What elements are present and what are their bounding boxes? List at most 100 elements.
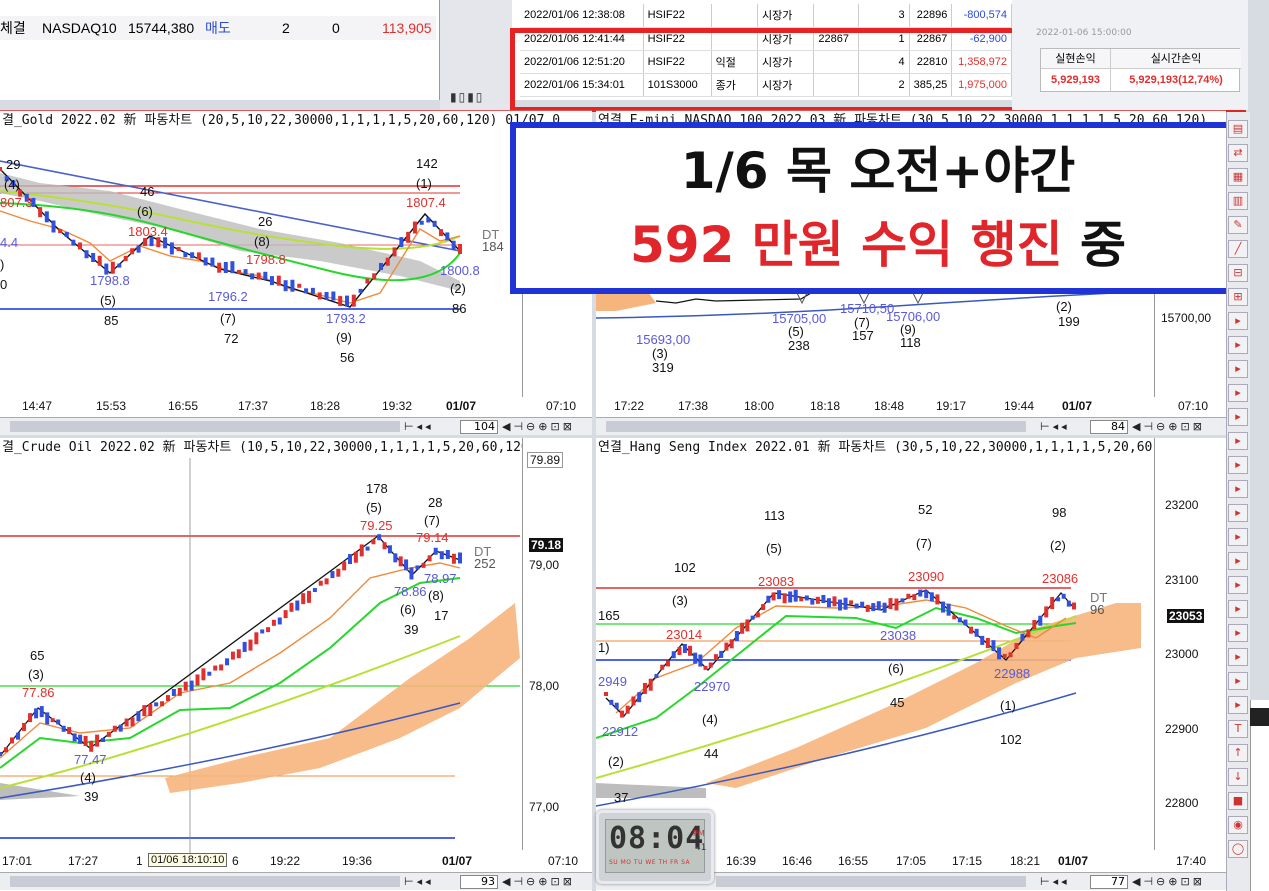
candle bbox=[882, 602, 887, 613]
candle bbox=[230, 651, 235, 660]
toolbar-tool-icon[interactable]: ▸ bbox=[1228, 384, 1248, 402]
candle bbox=[196, 252, 201, 260]
candle bbox=[195, 674, 200, 686]
crude-zoom-buttons[interactable]: ◀⊣⊖⊕⊡⊠ bbox=[502, 875, 575, 888]
gold-bar-count[interactable]: 104 bbox=[460, 420, 498, 434]
toolbar-tool-icon[interactable]: ◯ bbox=[1228, 840, 1248, 858]
toolbar-tool-icon[interactable]: ↑ bbox=[1228, 744, 1248, 762]
crude-x-tick: 07:10 bbox=[548, 854, 579, 868]
nasdaq-chart-svg[interactable] bbox=[596, 111, 1226, 435]
toolbar-tool-icon[interactable]: ⇄ bbox=[1228, 144, 1248, 162]
gold-scroll-track[interactable] bbox=[10, 421, 400, 432]
candle bbox=[631, 696, 636, 706]
realtime-value: 5,929,193(12,74%) bbox=[1129, 74, 1223, 86]
toolbar-tool-icon[interactable]: ▸ bbox=[1228, 432, 1248, 450]
toolbar-tool-icon[interactable]: ▸ bbox=[1228, 336, 1248, 354]
gold-chart-svg[interactable] bbox=[0, 111, 592, 435]
gold-lbl: (4) bbox=[4, 177, 20, 192]
gold-chart-panel[interactable]: 결_Gold 2022.02 新 파동차트 (20,5,10,22,30000,… bbox=[0, 110, 592, 435]
nasdaq-scroll-buttons[interactable]: ⊢◂◂ bbox=[1040, 420, 1070, 433]
candle bbox=[304, 288, 309, 294]
hang-scroll-buttons[interactable]: ⊢◂◂ bbox=[1040, 875, 1070, 888]
crude-scrollbar[interactable]: ⊢◂◂ 93 ◀⊣⊖⊕⊡⊠ bbox=[0, 872, 592, 890]
toolbar-tool-icon[interactable]: ▦ bbox=[1228, 168, 1248, 186]
gold-zoom-buttons[interactable]: ◀⊣⊖⊕⊡⊠ bbox=[502, 420, 575, 433]
nasdaq-scrollbar[interactable]: ⊢◂◂ 84 ◀⊣⊖⊕⊡⊠ bbox=[596, 417, 1226, 435]
toolbar-tool-icon[interactable]: ▸ bbox=[1228, 408, 1248, 426]
toolbar-tool-icon[interactable]: ✎ bbox=[1228, 216, 1248, 234]
gold-scrollbar[interactable]: ⊢◂◂ 104 ◀⊣⊖⊕⊡⊠ bbox=[0, 417, 592, 435]
gold-x-tick: 18:28 bbox=[310, 399, 341, 413]
hang-chart-svg[interactable] bbox=[596, 438, 1226, 891]
candle bbox=[56, 719, 61, 725]
candle bbox=[236, 649, 241, 659]
hang-scroll-track[interactable] bbox=[716, 876, 1026, 887]
candle bbox=[24, 193, 29, 202]
nasdaq-cloud bbox=[596, 289, 656, 311]
candle bbox=[277, 617, 282, 625]
toolbar-tool-icon[interactable]: ▸ bbox=[1228, 360, 1248, 378]
order-row[interactable]: 2022/01/06 12:41:44 HSIF22 시장가 22867 1 22867-… bbox=[520, 27, 1012, 51]
nasdaq-bar-count[interactable]: 84 bbox=[1090, 420, 1128, 434]
crude-x-tick: 1 bbox=[136, 854, 143, 868]
toolbar-tool-icon[interactable]: ↓ bbox=[1228, 768, 1248, 786]
toolbar-tool-icon[interactable]: ▸ bbox=[1228, 576, 1248, 594]
realized-value: 5,929,193 bbox=[1041, 69, 1111, 91]
gold-cloud bbox=[0, 173, 460, 291]
toolbar-tool-icon[interactable]: ▸ bbox=[1228, 600, 1248, 618]
toolbar-tool-icon[interactable]: ▸ bbox=[1228, 648, 1248, 666]
crude-chart-panel[interactable]: 결_Crude Oil 2022.02 新 파동차트 (10,5,10,22,3… bbox=[0, 438, 592, 891]
toolbar-tool-icon[interactable]: ▸ bbox=[1228, 696, 1248, 714]
order-row[interactable]: 2022/01/06 15:34:01 101S3000 종가 시장가 2 385,25 1… bbox=[520, 73, 1012, 97]
candle bbox=[171, 688, 176, 696]
toolbar-tool-icon[interactable]: ▸ bbox=[1228, 456, 1248, 474]
candle bbox=[1044, 606, 1049, 618]
hang-lbl: 23014 bbox=[666, 627, 703, 642]
toolbar-tool-icon[interactable]: T bbox=[1228, 720, 1248, 738]
nasdaq-wave-line bbox=[655, 292, 812, 304]
candle bbox=[788, 591, 793, 603]
candle bbox=[688, 645, 693, 656]
hang-cloud-gray bbox=[596, 783, 706, 798]
gold-x-tick: 15:53 bbox=[96, 399, 127, 413]
toolbar-tool-icon[interactable]: ■ bbox=[1228, 792, 1248, 810]
toolbar-tool-icon[interactable]: ▸ bbox=[1228, 624, 1248, 642]
toolbar-tool-icon[interactable]: ▥ bbox=[1228, 192, 1248, 210]
gold-lbl: 184 bbox=[482, 239, 504, 254]
candle bbox=[991, 640, 996, 652]
toolbar-tool-icon[interactable]: ⊞ bbox=[1228, 288, 1248, 306]
toolbar-tool-icon[interactable]: ▸ bbox=[1228, 312, 1248, 330]
order-row[interactable]: 2022/01/06 12:38:08 HSIF22 시장가 3 22896 -800,5… bbox=[520, 4, 1012, 28]
order-row[interactable]: 2022/01/06 12:51:20 HSIF22 익절 시장가 4 22810 1,35… bbox=[520, 50, 1012, 74]
candle bbox=[952, 615, 957, 620]
nasdaq-scroll-track[interactable] bbox=[606, 421, 1026, 432]
hang-zoom-buttons[interactable]: ◀⊣⊖⊕⊡⊠ bbox=[1132, 875, 1205, 888]
crude-bar-count[interactable]: 93 bbox=[460, 875, 498, 889]
toolbar-tool-icon[interactable]: ▸ bbox=[1228, 480, 1248, 498]
ticker-row[interactable]: 체결 NASDAQ10 15744,380 매도 2 0 113,905 bbox=[0, 16, 436, 40]
toolbar-tool-icon[interactable]: ▸ bbox=[1228, 672, 1248, 690]
order-price bbox=[813, 73, 860, 97]
candle bbox=[906, 593, 911, 599]
candle bbox=[708, 662, 713, 668]
candle bbox=[849, 600, 854, 605]
toolbar-tool-icon[interactable]: ▸ bbox=[1228, 504, 1248, 522]
gold-scroll-buttons[interactable]: ⊢◂◂ bbox=[404, 420, 434, 433]
toolbar-tool-icon[interactable]: ⊟ bbox=[1228, 264, 1248, 282]
hang-bar-count[interactable]: 77 bbox=[1090, 875, 1128, 889]
candle bbox=[871, 603, 876, 612]
crude-scroll-buttons[interactable]: ⊢◂◂ bbox=[404, 875, 434, 888]
candle bbox=[201, 668, 206, 681]
crude-scroll-track[interactable] bbox=[10, 876, 400, 887]
chart-tool-icons[interactable]: ▮▯▮▯ bbox=[450, 90, 485, 104]
crude-chart-svg[interactable] bbox=[0, 438, 592, 891]
toolbar-tool-icon[interactable]: ▸ bbox=[1228, 552, 1248, 570]
toolbar-tool-icon[interactable]: ◉ bbox=[1228, 816, 1248, 834]
hang-scrollbar[interactable]: ⊢◂◂ 77 ◀⊣⊖⊕⊡⊠ bbox=[596, 872, 1226, 890]
toolbar-tool-icon[interactable]: ▤ bbox=[1228, 120, 1248, 138]
candle bbox=[190, 252, 195, 259]
toolbar-tool-icon[interactable]: ╱ bbox=[1228, 240, 1248, 258]
gold-lbl: 1803.4 bbox=[128, 224, 168, 239]
nasdaq-zoom-buttons[interactable]: ◀⊣⊖⊕⊡⊠ bbox=[1132, 420, 1205, 433]
toolbar-tool-icon[interactable]: ▸ bbox=[1228, 528, 1248, 546]
